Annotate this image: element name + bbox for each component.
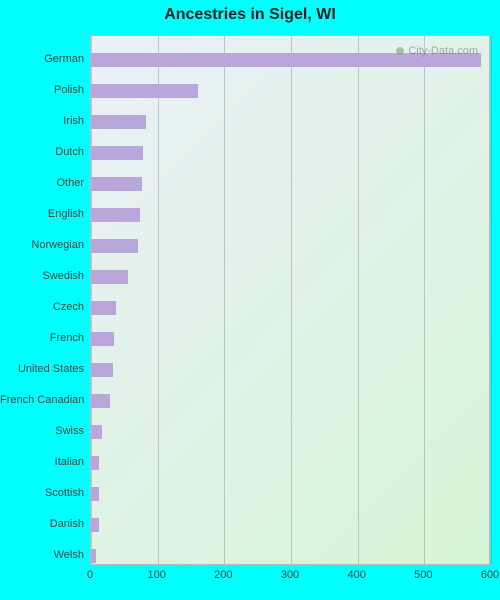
- chart-title: Ancestries in Sigel, WI: [0, 6, 500, 24]
- gridline: [424, 36, 425, 564]
- y-tick-label: Other: [0, 178, 84, 189]
- gridline: [491, 36, 492, 564]
- y-tick-label: Irish: [0, 116, 84, 127]
- x-tick-label: 0: [87, 569, 93, 581]
- gridline: [358, 36, 359, 564]
- bar: [91, 53, 481, 67]
- plot-background: [91, 36, 489, 564]
- x-tick-label: 400: [347, 569, 365, 581]
- y-tick-label: Swedish: [0, 271, 84, 282]
- y-tick-label: German: [0, 54, 84, 65]
- bar: [91, 146, 143, 160]
- bar: [91, 208, 140, 222]
- gridline: [224, 36, 225, 564]
- y-tick-label: Italian: [0, 457, 84, 468]
- y-tick-label: Danish: [0, 519, 84, 530]
- y-tick-label: Scottish: [0, 488, 84, 499]
- y-tick-label: English: [0, 209, 84, 220]
- bar: [91, 456, 99, 470]
- bar: [91, 332, 114, 346]
- bar: [91, 518, 99, 532]
- bar: [91, 239, 138, 253]
- x-tick-label: 100: [147, 569, 165, 581]
- bar: [91, 487, 99, 501]
- bar: [91, 270, 128, 284]
- gridline: [291, 36, 292, 564]
- y-tick-label: Norwegian: [0, 240, 84, 251]
- x-tick-label: 500: [414, 569, 432, 581]
- bar: [91, 425, 102, 439]
- y-tick-label: Swiss: [0, 426, 84, 437]
- bar: [91, 394, 110, 408]
- gridline: [158, 36, 159, 564]
- bar: [91, 301, 116, 315]
- plot-area: [90, 35, 490, 565]
- bar: [91, 549, 96, 563]
- y-tick-label: French Canadian: [0, 395, 84, 406]
- y-tick-label: French: [0, 333, 84, 344]
- bar: [91, 84, 198, 98]
- x-tick-label: 600: [481, 569, 499, 581]
- y-tick-label: United States: [0, 364, 84, 375]
- x-tick-label: 300: [281, 569, 299, 581]
- y-tick-label: Welsh: [0, 550, 84, 561]
- y-tick-label: Czech: [0, 302, 84, 313]
- y-tick-label: Dutch: [0, 147, 84, 158]
- bar: [91, 115, 146, 129]
- bar: [91, 177, 142, 191]
- y-tick-label: Polish: [0, 85, 84, 96]
- bar: [91, 363, 113, 377]
- page-root: Ancestries in Sigel, WI 0 100 200 300 400 500…: [0, 0, 500, 600]
- x-tick-label: 200: [214, 569, 232, 581]
